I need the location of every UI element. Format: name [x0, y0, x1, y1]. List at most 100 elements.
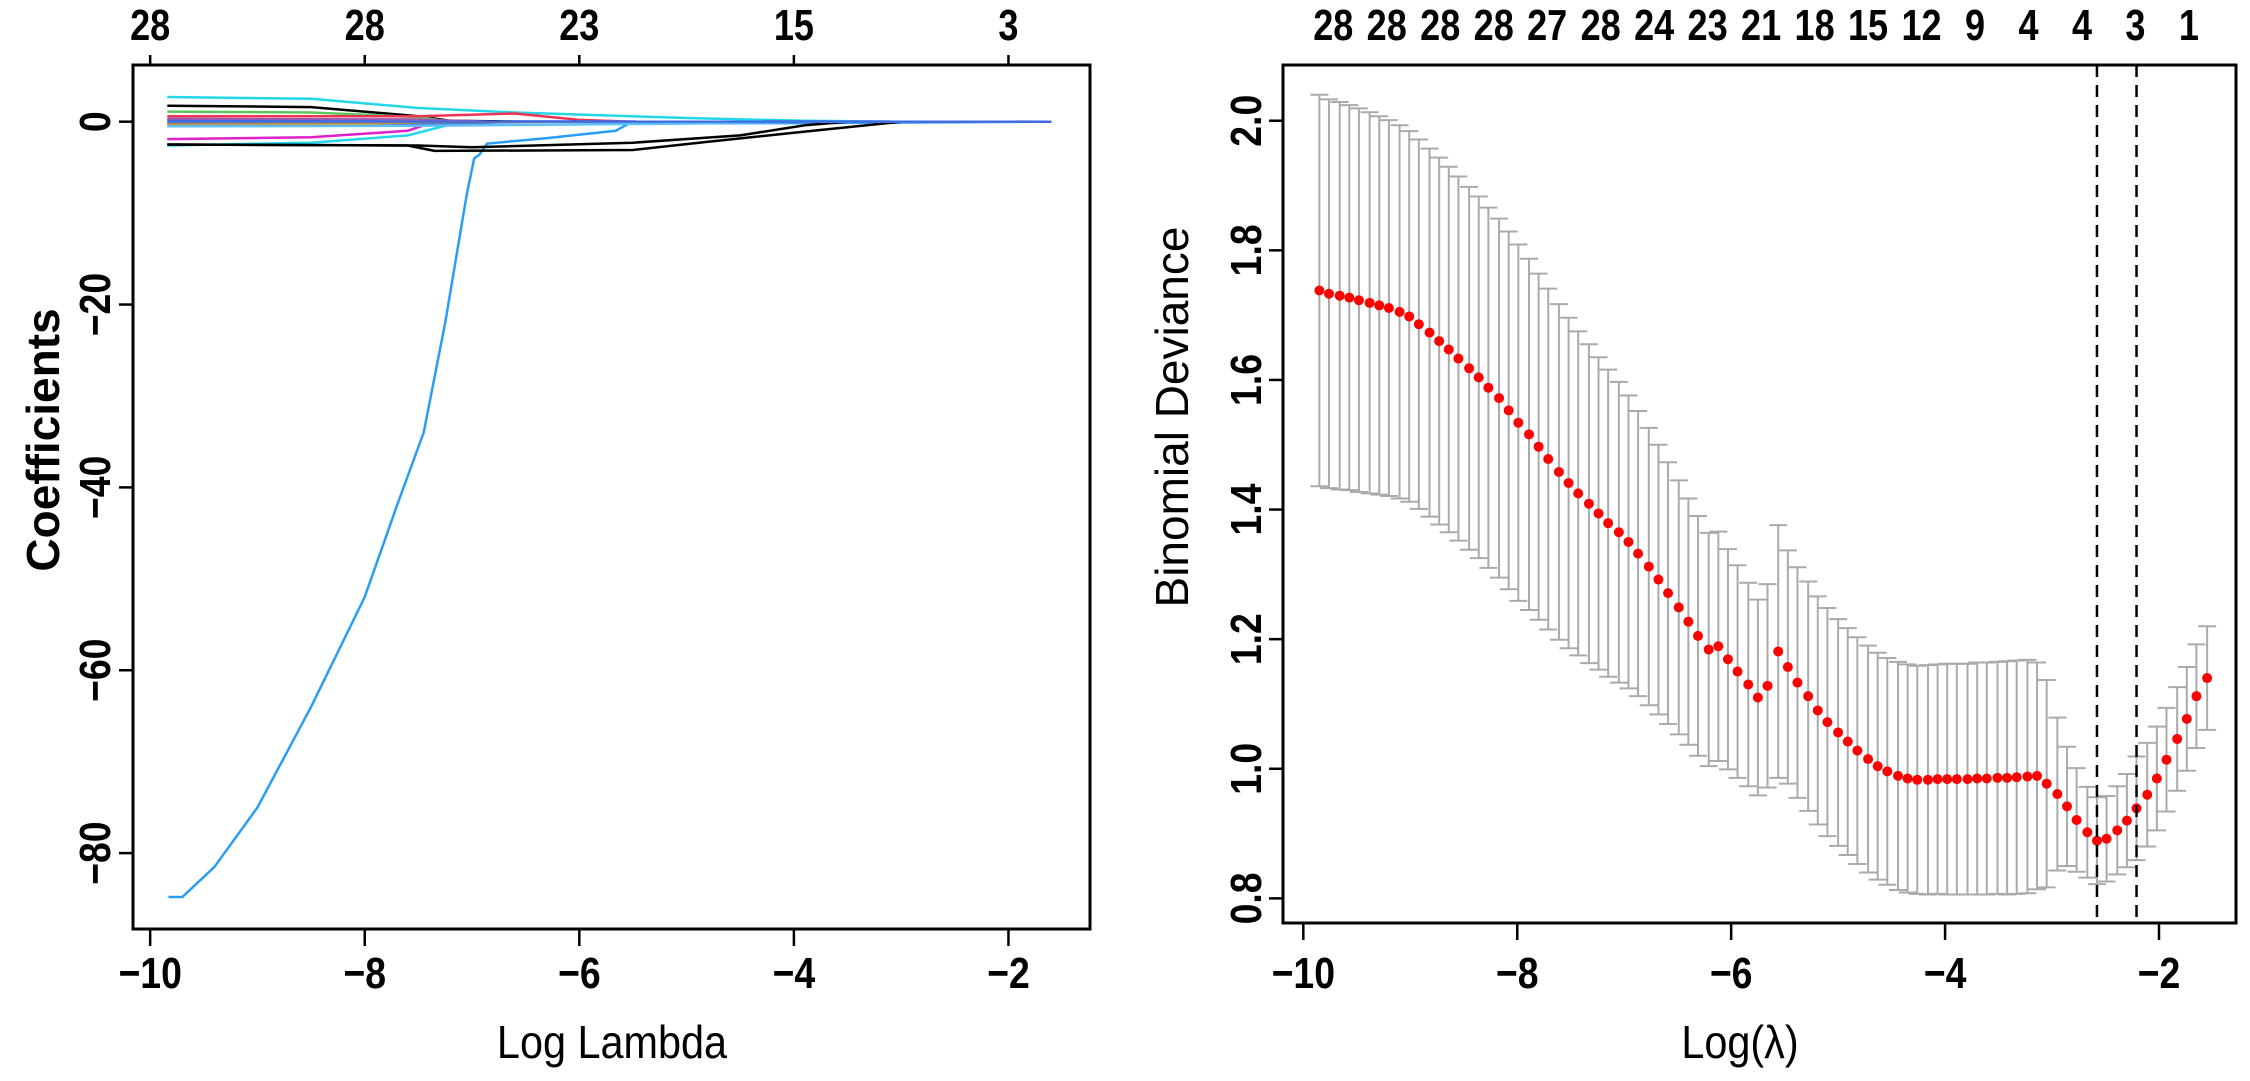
x-tick-label: −10: [1272, 948, 1335, 998]
top-axis-label: 1: [2179, 1, 2199, 50]
deviance-point: [2101, 833, 2112, 844]
top-axis-label: 24: [1634, 1, 1675, 50]
deviance-point: [2052, 789, 2063, 800]
deviance-point: [1852, 745, 1863, 756]
y-tick-label: 1.0: [1221, 743, 1271, 795]
top-axis-label: 28: [345, 1, 385, 50]
plot-frame: [131, 63, 1092, 931]
x-axis-title: Log Lambda: [497, 1017, 728, 1069]
x-tick-label: −8: [1496, 948, 1539, 998]
y-tick-label: −80: [70, 821, 120, 884]
deviance-point: [2071, 814, 2082, 825]
y-tick-label: 1.8: [1221, 224, 1271, 276]
deviance-point: [2142, 789, 2153, 800]
deviance-point: [1863, 754, 1874, 765]
top-axis-label: 12: [1901, 1, 1941, 50]
top-axis-label: 28: [1367, 1, 1407, 50]
deviance-point: [2172, 733, 2183, 744]
deviance-point: [1533, 441, 1544, 452]
cv-deviance-plot: −10 −8 −6 −4 −2 0.8 1.0 1.2 1.4 1.6 1.8 2.0 28 28 28 28…: [1146, 1, 2238, 1069]
deviance-point: [1833, 727, 1844, 738]
top-axis-label: 15: [1848, 1, 1888, 50]
y-tick-label: 1.2: [1221, 613, 1271, 665]
deviance-point: [1893, 770, 1904, 781]
deviance-point: [1553, 466, 1564, 477]
top-axis-label: 28: [1420, 1, 1460, 50]
deviance-point: [1972, 773, 1983, 784]
deviance-point: [2151, 773, 2162, 784]
deviance-point: [1424, 327, 1435, 338]
x-tick-label: −10: [118, 948, 181, 998]
deviance-point: [1473, 372, 1484, 383]
deviance-point: [1882, 766, 1893, 777]
deviance-point: [2181, 713, 2192, 724]
y-tick-label: −40: [70, 456, 120, 519]
deviance-point: [1792, 677, 1803, 688]
deviance-point: [1524, 429, 1535, 440]
deviance-point: [1443, 344, 1454, 355]
deviance-point: [1483, 382, 1494, 393]
deviance-point: [1722, 654, 1733, 665]
x-tick-label: −2: [2138, 948, 2181, 998]
x-tick-label: −6: [1710, 948, 1753, 998]
top-axis-label: 23: [1688, 1, 1728, 50]
deviance-point: [2112, 825, 2123, 836]
deviance-point: [1951, 774, 1962, 785]
top-axis-label: 28: [1581, 1, 1621, 50]
deviance-point: [1942, 774, 1953, 785]
deviance-point: [1613, 527, 1624, 538]
top-axis-label: 28: [1474, 1, 1514, 50]
y-tick-label: 1.4: [1221, 483, 1271, 535]
y-tick-label: −20: [70, 273, 120, 336]
deviance-point: [1673, 602, 1684, 613]
top-axis-label: 28: [1313, 1, 1353, 50]
deviance-point: [1464, 363, 1475, 374]
top-axis-label: 3: [998, 1, 1018, 50]
deviance-point: [1633, 548, 1644, 559]
deviance-point: [1334, 290, 1345, 301]
deviance-point: [1353, 295, 1364, 306]
top-axis-label: 15: [774, 1, 814, 50]
deviance-point: [1703, 644, 1714, 655]
deviance-point: [2191, 691, 2202, 702]
deviance-point: [1543, 454, 1554, 465]
plot-area: [167, 95, 1052, 899]
top-axis-label: 4: [2018, 1, 2039, 50]
deviance-point: [1782, 662, 1793, 673]
y-tick-label: 1.6: [1221, 354, 1271, 406]
deviance-point: [1583, 498, 1594, 509]
x-tick-label: −2: [987, 948, 1030, 998]
deviance-point: [2082, 827, 2093, 838]
x-tick-label: −4: [1924, 948, 1967, 998]
deviance-point: [1643, 561, 1654, 572]
deviance-point: [1922, 774, 1933, 785]
deviance-point: [1872, 761, 1883, 772]
deviance-point: [1314, 285, 1325, 296]
deviance-point: [1962, 774, 1973, 785]
deviance-point: [1383, 303, 1394, 314]
deviance-point: [1593, 508, 1604, 519]
top-axis-label: 9: [1965, 1, 1985, 50]
deviance-point: [2032, 770, 2043, 781]
deviance-point: [2161, 754, 2172, 765]
deviance-point: [1981, 773, 1992, 784]
deviance-point: [2041, 778, 2052, 789]
x-axis-title: Log(λ): [1681, 1017, 1798, 1069]
deviance-point: [1603, 518, 1614, 529]
top-axis-label: 27: [1527, 1, 1567, 50]
deviance-point: [1623, 536, 1634, 547]
deviance-point: [1743, 679, 1754, 690]
y-tick-label: 0: [70, 111, 120, 132]
deviance-point: [1413, 319, 1424, 330]
deviance-point: [1663, 588, 1674, 599]
deviance-point: [1394, 306, 1405, 317]
deviance-point: [1344, 292, 1355, 303]
top-axis-label: 23: [559, 1, 599, 50]
deviance-point: [2022, 771, 2033, 782]
deviance-point: [1513, 417, 1524, 428]
x-tick-label: −8: [343, 948, 386, 998]
deviance-point: [2121, 815, 2132, 826]
x-tick-label: −6: [558, 948, 601, 998]
deviance-point: [2011, 772, 2022, 783]
